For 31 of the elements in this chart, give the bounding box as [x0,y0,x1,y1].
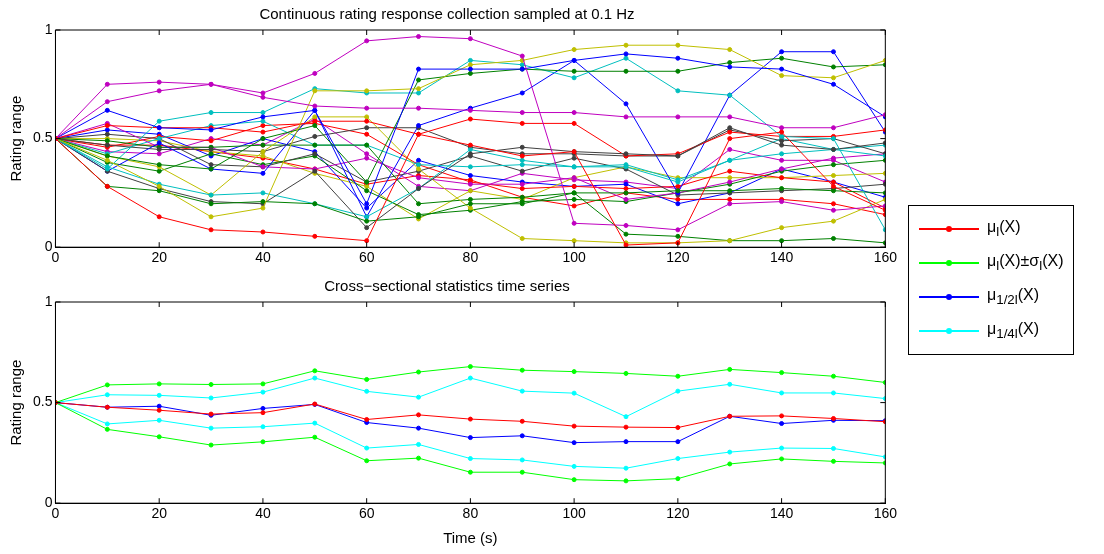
x-tick-label: 120 [666,249,690,266]
x-tick-label: 160 [873,505,898,522]
y-tick-label: 0.5 [32,393,53,410]
x-tick-label: 140 [769,249,794,266]
x-tick-label: 80 [462,249,479,266]
y-tick-label: 0 [44,494,53,511]
y-tick-label: 0.5 [32,129,53,146]
y-tick-label: 0 [44,238,53,255]
y-axis-title: Rating range [7,95,25,182]
x-tick-label: 60 [358,249,375,266]
x-tick-label: 100 [562,505,587,522]
legend-label: μ$_{l}$(X) [987,218,1021,240]
y-tick-label: 1 [44,292,53,309]
x-tick-label: 80 [462,505,479,522]
chart-title: Cross−sectional statistics time series [324,277,570,295]
legend-label: μ$_{l}$(X)±σ$_{l}$(X) [987,252,1064,274]
x-tick-label: 20 [151,249,168,266]
x-axis-title: Time (s) [443,529,498,547]
chart-title: Continuous rating response collection sampled at 0.1 Hz [259,5,635,23]
x-tick-label: 40 [255,505,271,522]
x-tick-label: 20 [151,505,168,522]
y-axis-title: Rating range [7,359,25,446]
x-tick-label: 160 [873,249,898,266]
x-tick-label: 140 [769,505,794,522]
legend-label: μ$_{1/2l}$(X) [987,286,1040,308]
x-tick-label: 120 [666,505,690,522]
x-tick-label: 60 [358,505,375,522]
legend-label: μ$_{1/4l}$(X) [987,320,1040,342]
x-tick-label: 40 [255,249,271,266]
y-tick-label: 1 [44,20,53,37]
x-tick-label: 100 [562,249,587,266]
